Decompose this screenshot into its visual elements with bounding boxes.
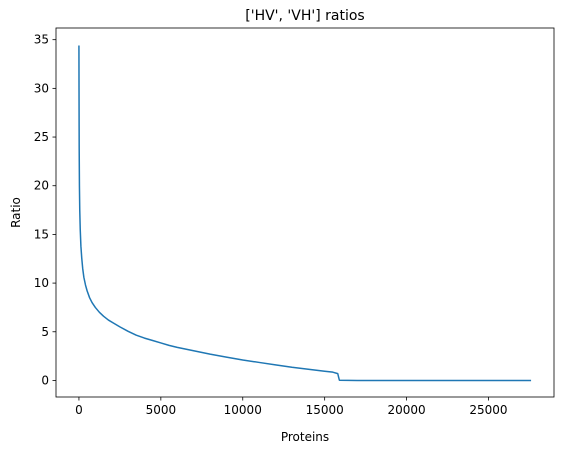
y-tick-label: 30: [34, 81, 49, 95]
x-tick-label: 0: [75, 403, 83, 417]
plot-frame: [55, 27, 555, 398]
y-tick-label: 25: [34, 130, 49, 144]
plot-area: [55, 27, 555, 398]
x-tick-label: 15000: [306, 403, 344, 417]
chart-title: ['HV', 'VH'] ratios: [245, 8, 364, 24]
y-tick-label: 15: [34, 227, 49, 241]
y-tick-label: 0: [41, 373, 49, 387]
x-tick-label: 25000: [469, 403, 507, 417]
series-line-0: [78, 45, 532, 382]
y-axis-title: Ratio: [9, 197, 23, 228]
y-tick-label: 35: [34, 33, 49, 47]
y-tick-label: 20: [34, 179, 49, 193]
x-tick-label: 10000: [224, 403, 262, 417]
x-axis-ticks: 0 5000 10000 15000 20000 25000: [75, 397, 508, 417]
x-axis-title: Proteins: [281, 430, 329, 444]
y-tick-label: 10: [34, 276, 49, 290]
x-tick-label: 5000: [146, 403, 177, 417]
y-tick-label: 5: [41, 325, 49, 339]
y-axis-ticks: 0 5 10 15 20 25 30 35: [34, 33, 56, 387]
x-tick-label: 20000: [387, 403, 425, 417]
